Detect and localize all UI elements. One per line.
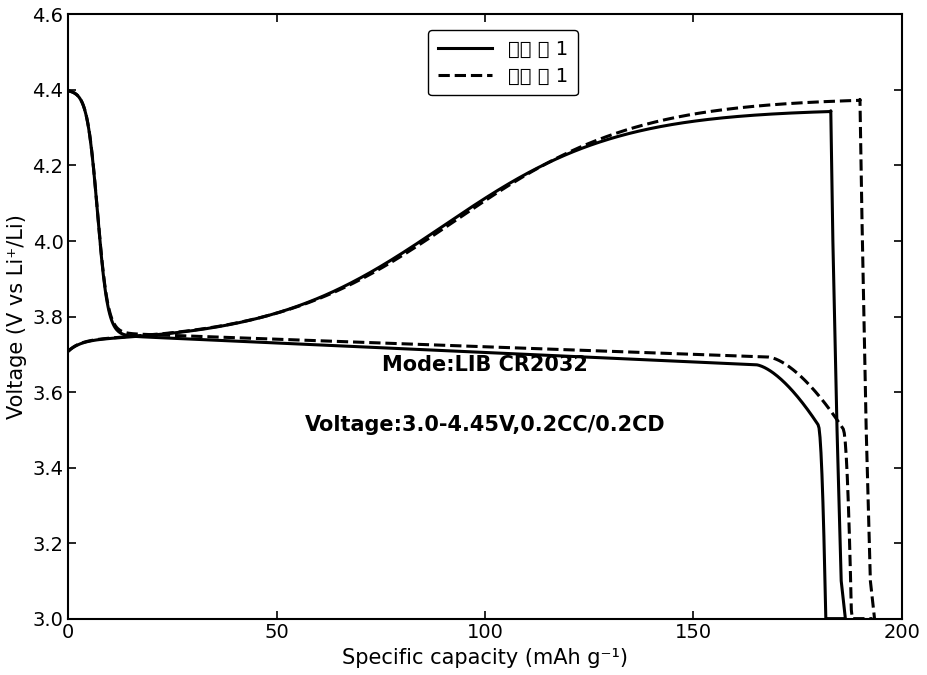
- 比较 例 1: [529, 344, 540, 352]
- 实施 例 1: [110, 325, 121, 333]
- Text: Voltage:3.0-4.45V,0.2CC/0.2CD: Voltage:3.0-4.45V,0.2CC/0.2CD: [305, 415, 666, 435]
- Text: Mode:LIB CR2032: Mode:LIB CR2032: [382, 355, 588, 375]
- 实施 例 1: [63, 87, 74, 95]
- 实施 例 1: [513, 350, 524, 358]
- 比较 例 1: [575, 346, 586, 354]
- Line: 实施 例 1: 实施 例 1: [69, 91, 844, 619]
- 实施 例 1: [651, 356, 662, 365]
- 实施 例 1: [533, 351, 544, 359]
- 比较 例 1: [63, 87, 74, 95]
- Y-axis label: Voltage (V vs Li⁺/Li): Voltage (V vs Li⁺/Li): [6, 214, 27, 419]
- 比较 例 1: [867, 615, 878, 623]
- 实施 例 1: [820, 615, 832, 623]
- 比较 例 1: [756, 353, 767, 361]
- X-axis label: Specific capacity (mAh g⁻¹): Specific capacity (mAh g⁻¹): [342, 648, 628, 668]
- 比较 例 1: [112, 325, 123, 333]
- 比较 例 1: [846, 615, 857, 623]
- 比较 例 1: [551, 346, 562, 354]
- 实施 例 1: [730, 360, 742, 368]
- 实施 例 1: [838, 615, 849, 623]
- Line: 比较 例 1: 比较 例 1: [69, 91, 872, 619]
- Legend: 实施 例 1, 比较 例 1: 实施 例 1, 比较 例 1: [428, 30, 578, 95]
- 实施 例 1: [556, 352, 567, 360]
- 比较 例 1: [673, 350, 684, 358]
